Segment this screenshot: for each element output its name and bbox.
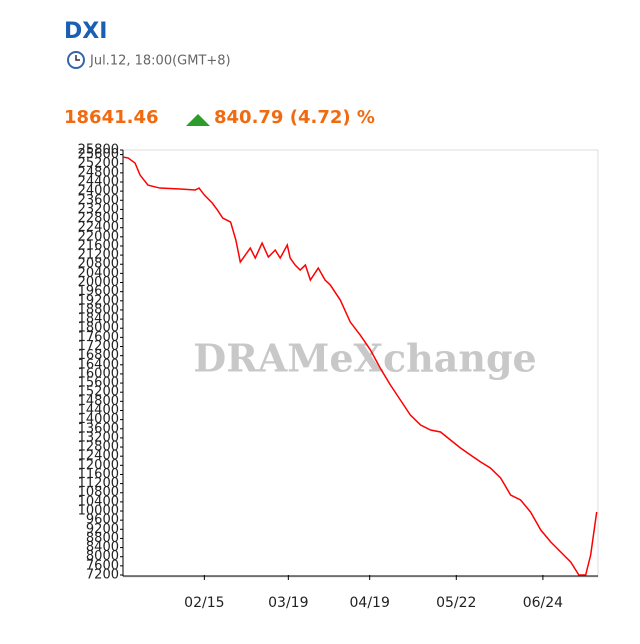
y-tick-label: 16800 bbox=[78, 348, 119, 363]
y-tick-label: 10000 bbox=[78, 504, 119, 519]
y-tick-label: 8800 bbox=[86, 531, 119, 546]
y-tick-label: 14800 bbox=[78, 394, 119, 409]
y-tick-label: 19600 bbox=[78, 284, 119, 299]
y-tick-label: 16000 bbox=[78, 366, 119, 381]
y-tick-label: 11200 bbox=[78, 476, 119, 491]
price-line bbox=[122, 156, 598, 576]
y-tick-label: 16400 bbox=[78, 357, 119, 372]
y-tick-label: 9600 bbox=[86, 513, 119, 528]
x-tick-label: 04/19 bbox=[350, 595, 390, 611]
change: 840.79 (4.72) % bbox=[214, 107, 375, 128]
y-tick-label: 18400 bbox=[78, 312, 119, 327]
y-tick-label: 8000 bbox=[86, 549, 119, 564]
title: DXI bbox=[64, 19, 107, 44]
y-tick-label: 24400 bbox=[78, 174, 119, 189]
y-tick-label: 13600 bbox=[78, 421, 119, 436]
y-tick-label: 10400 bbox=[78, 494, 119, 509]
y-tick-label: 14000 bbox=[78, 412, 119, 427]
y-tick-label: 20000 bbox=[78, 275, 119, 290]
clock-icon bbox=[67, 51, 85, 69]
y-tick-label: 11600 bbox=[78, 467, 119, 482]
y-tick-label: 7600 bbox=[86, 558, 119, 573]
y-tick-label: 13200 bbox=[78, 430, 119, 445]
price: 18641.46 bbox=[64, 107, 159, 128]
y-tick-label: 24000 bbox=[78, 184, 119, 199]
y-tick-label: 14400 bbox=[78, 403, 119, 418]
y-tick-label: 22000 bbox=[78, 229, 119, 244]
y-tick-label: 25800 bbox=[78, 143, 119, 158]
y-tick-label: 12000 bbox=[78, 458, 119, 473]
x-tick-label: 06/24 bbox=[523, 595, 563, 611]
y-tick-label: 20800 bbox=[78, 257, 119, 272]
y-tick-label: 25200 bbox=[78, 156, 119, 171]
y-tick-label: 23600 bbox=[78, 193, 119, 208]
y-tick-label: 22400 bbox=[78, 220, 119, 235]
y-tick-label: 19200 bbox=[78, 293, 119, 308]
y-tick-label: 25600 bbox=[78, 147, 119, 162]
timestamp: Jul.12, 18:00(GMT+8) bbox=[89, 54, 231, 69]
y-tick-label: 8400 bbox=[86, 540, 119, 555]
y-tick-label: 15600 bbox=[78, 376, 119, 391]
x-tick-label: 05/22 bbox=[436, 595, 476, 611]
y-tick-label: 20400 bbox=[78, 266, 119, 281]
y-tick-label: 7200 bbox=[86, 568, 119, 583]
y-tick-label: 12400 bbox=[78, 449, 119, 464]
y-tick-label: 18000 bbox=[78, 321, 119, 336]
x-tick-label: 03/19 bbox=[268, 595, 308, 611]
y-tick-label: 15200 bbox=[78, 385, 119, 400]
y-tick-label: 17200 bbox=[78, 339, 119, 354]
y-tick-label: 9200 bbox=[86, 522, 119, 537]
up-arrow bbox=[186, 114, 210, 126]
y-tick-label: 24800 bbox=[78, 165, 119, 180]
x-tick-label: 02/15 bbox=[184, 595, 224, 611]
y-tick-label: 10800 bbox=[78, 485, 119, 500]
y-tick-label: 17600 bbox=[78, 330, 119, 345]
y-tick-label: 18800 bbox=[78, 302, 119, 317]
y-tick-label: 21200 bbox=[78, 248, 119, 263]
y-tick-label: 22800 bbox=[78, 211, 119, 226]
y-tick-label: 12800 bbox=[78, 440, 119, 455]
y-tick-label: 23200 bbox=[78, 202, 119, 217]
y-tick-label: 21600 bbox=[78, 238, 119, 253]
